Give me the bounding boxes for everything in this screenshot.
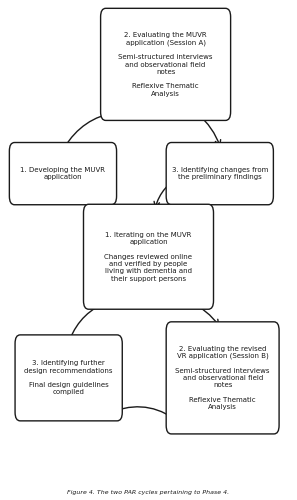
Text: 2. Evaluating the revised
VR application (Session B)

Semi-structured interviews: 2. Evaluating the revised VR application… — [176, 346, 270, 410]
Text: 3. Identifying changes from
the preliminary findings: 3. Identifying changes from the prelimin… — [172, 167, 268, 180]
FancyBboxPatch shape — [83, 204, 214, 309]
Text: Figure 4. The two PAR cycles pertaining to Phase 4.: Figure 4. The two PAR cycles pertaining … — [67, 490, 230, 495]
FancyBboxPatch shape — [15, 335, 122, 421]
Text: 1. Iterating on the MUVR
application

Changes reviewed online
and verified by pe: 1. Iterating on the MUVR application Cha… — [105, 232, 192, 281]
Text: 1. Developing the MUVR
application: 1. Developing the MUVR application — [20, 167, 105, 180]
Text: 3. Identifying further
design recommendations

Final design guidelines
compiled: 3. Identifying further design recommenda… — [24, 360, 113, 396]
FancyBboxPatch shape — [166, 142, 273, 204]
FancyBboxPatch shape — [101, 8, 230, 120]
FancyBboxPatch shape — [10, 142, 116, 204]
FancyBboxPatch shape — [166, 322, 279, 434]
Text: 2. Evaluating the MUVR
application (Session A)

Semi-structured interviews
and o: 2. Evaluating the MUVR application (Sess… — [119, 32, 213, 96]
